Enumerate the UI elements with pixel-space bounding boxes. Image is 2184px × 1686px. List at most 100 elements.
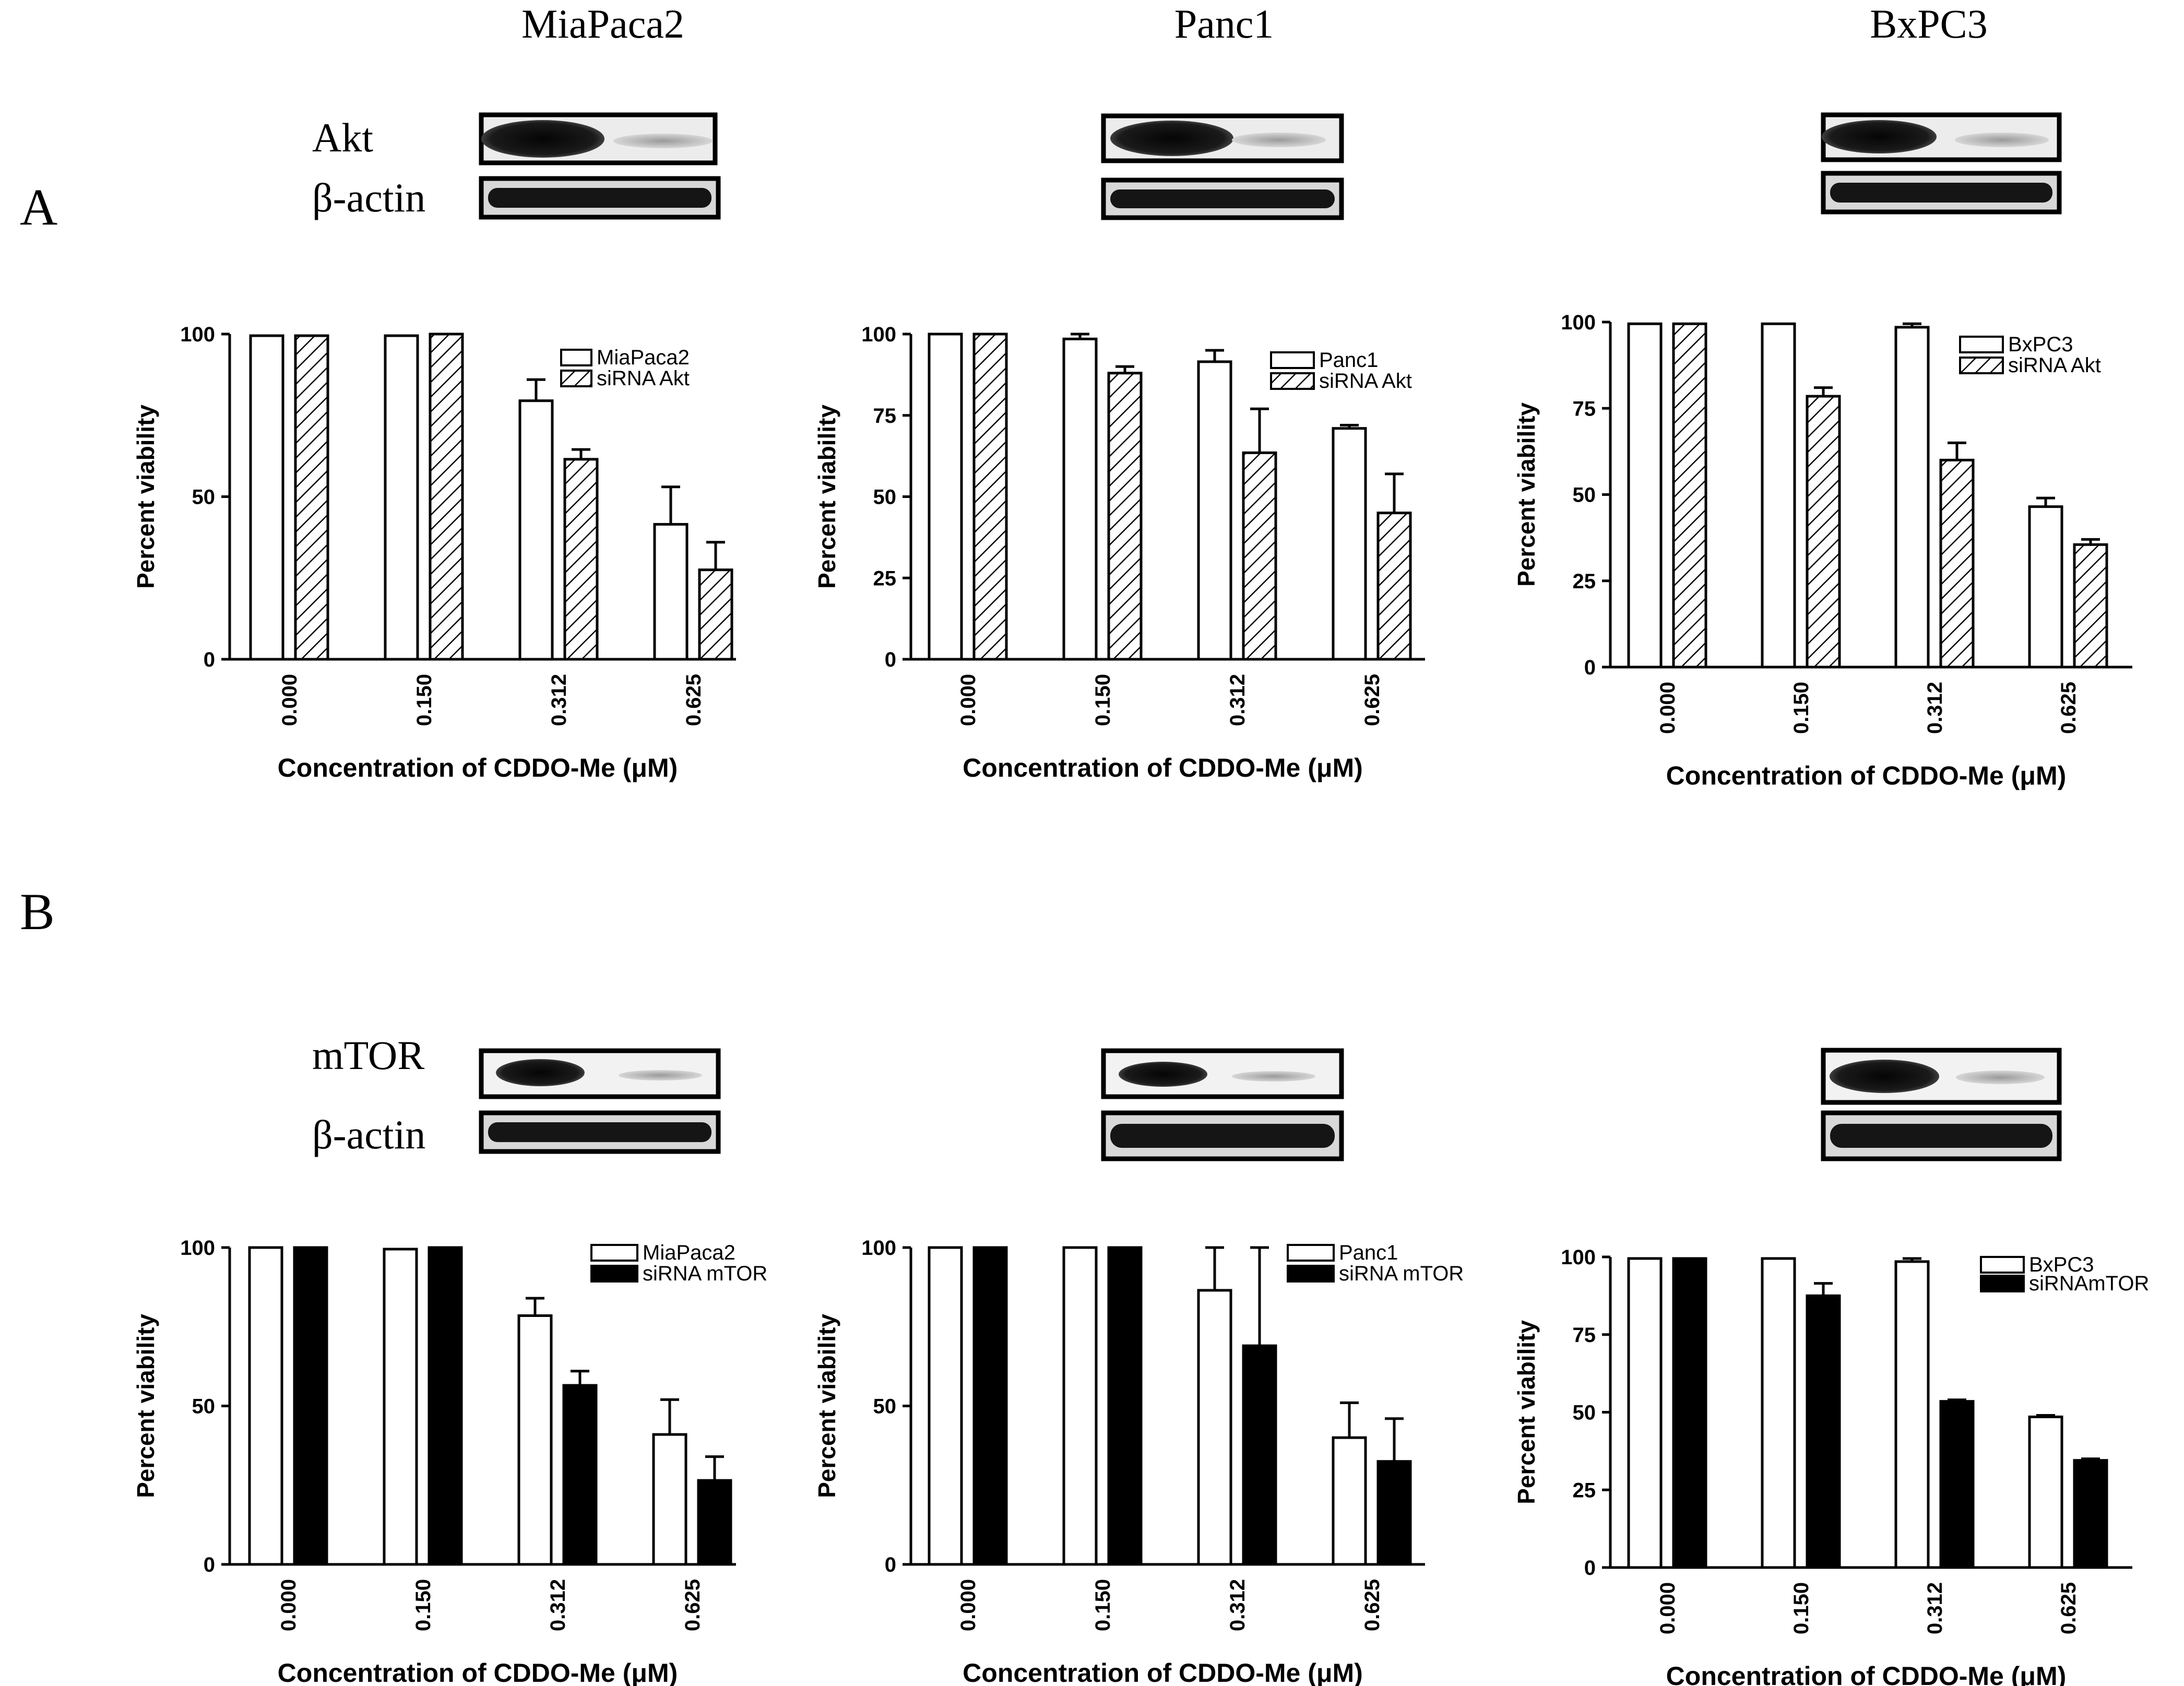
blot-actin-bxpc3-a bbox=[1821, 171, 2062, 215]
blot-actin-miapaca2-a bbox=[479, 176, 721, 220]
cell-line-title-miapaca2: MiaPaca2 bbox=[521, 1, 684, 46]
y-tick-label: 75 bbox=[1573, 1324, 1596, 1347]
y-tick-label: 100 bbox=[861, 323, 896, 346]
y-tick-label: 50 bbox=[192, 486, 216, 509]
bar-control bbox=[928, 1246, 963, 1566]
bar-sirna bbox=[562, 1384, 598, 1566]
x-tick-label: 0.312 bbox=[1226, 674, 1249, 726]
y-tick-label: 25 bbox=[1573, 1479, 1596, 1502]
y-tick-label: 75 bbox=[873, 405, 897, 428]
x-tick-label: 0.312 bbox=[1924, 1582, 1946, 1634]
x-tick-label: 0.312 bbox=[1924, 682, 1946, 734]
bar-sirna bbox=[1242, 1344, 1277, 1566]
legend-swatch bbox=[1270, 351, 1315, 369]
blot-label-akt: Akt bbox=[312, 115, 373, 160]
bar-control bbox=[1894, 326, 1930, 669]
y-axis-title: Percent viability bbox=[132, 405, 159, 589]
y-tick-label: 0 bbox=[1584, 656, 1596, 679]
legend-swatch bbox=[1270, 372, 1315, 390]
y-tick-label: 50 bbox=[873, 1395, 897, 1418]
y-axis-title: Percent viability bbox=[1513, 402, 1540, 587]
bar-sirna bbox=[1939, 458, 1975, 669]
chart-2: 0 25 50 75 100 0.000 0.150 0.312 0.625 Concentrat… bbox=[813, 323, 1425, 782]
bar-control bbox=[517, 1314, 553, 1566]
legend-label: siRNA mTOR bbox=[1339, 1262, 1464, 1285]
legend-swatch bbox=[560, 370, 592, 387]
blot-actin-bxpc3-b bbox=[1821, 1110, 2062, 1161]
blot-akt-panc1 bbox=[1101, 113, 1344, 163]
legend-swatch bbox=[1980, 1275, 2025, 1292]
x-tick-label: 0.625 bbox=[681, 1579, 704, 1631]
bar-control bbox=[1761, 1257, 1796, 1569]
x-tick-label: 0.150 bbox=[1091, 1579, 1114, 1631]
bar-control bbox=[1332, 427, 1367, 661]
x-tick-label: 0.000 bbox=[278, 674, 301, 726]
x-tick-label: 0.150 bbox=[1790, 1582, 1813, 1634]
y-axis-title: Percent viability bbox=[132, 1314, 159, 1498]
bar-control bbox=[249, 334, 284, 661]
x-tick-label: 0.312 bbox=[547, 1579, 569, 1631]
bar-control bbox=[2028, 1415, 2063, 1569]
blot-actin-miapaca2-b bbox=[479, 1110, 721, 1154]
legend-label: BxPC3 bbox=[2008, 333, 2073, 356]
legend-label: BxPC3 bbox=[2029, 1253, 2094, 1276]
legend-swatch bbox=[1959, 336, 2004, 353]
blot-label-mtor: mTOR bbox=[312, 1032, 424, 1078]
x-axis-title: Concentration of CDDO-Me (μM) bbox=[278, 753, 678, 782]
y-tick-label: 0 bbox=[204, 1553, 215, 1576]
bar-control bbox=[1062, 337, 1098, 661]
y-tick-label: 100 bbox=[180, 1237, 215, 1260]
y-axis-title: Percent viability bbox=[813, 405, 840, 589]
bar-sirna bbox=[429, 333, 464, 661]
legend-label: MiaPaca2 bbox=[643, 1241, 735, 1264]
x-tick-label: 0.000 bbox=[277, 1579, 300, 1631]
x-tick-label: 0.625 bbox=[2057, 1582, 2080, 1634]
panel-label-b: B bbox=[20, 883, 55, 941]
blot-actin-panc1-b bbox=[1101, 1110, 1344, 1161]
legend-label: siRNA Akt bbox=[2008, 354, 2101, 377]
blot-akt-bxpc3 bbox=[1821, 112, 2062, 162]
bar-sirna bbox=[698, 568, 733, 661]
bar-sirna bbox=[1806, 395, 1841, 669]
y-axis-title: Percent viability bbox=[813, 1314, 840, 1498]
bar-sirna bbox=[972, 333, 1008, 661]
bar-sirna bbox=[2073, 543, 2108, 669]
bar-sirna bbox=[1672, 1257, 1707, 1569]
x-tick-label: 0.312 bbox=[1226, 1579, 1249, 1631]
cell-line-title-panc1: Panc1 bbox=[1174, 1, 1274, 46]
x-tick-label: 0.000 bbox=[957, 674, 980, 726]
x-tick-label: 0.625 bbox=[682, 674, 705, 726]
legend-label: siRNA Akt bbox=[1319, 370, 1412, 393]
charts: 0 50 100 0.000 0.150 0.312 0.625 Concentration … bbox=[132, 311, 2149, 1686]
legend-label: siRNA mTOR bbox=[643, 1262, 767, 1285]
bar-control bbox=[1627, 1257, 1663, 1569]
x-tick-label: 0.625 bbox=[1361, 1579, 1384, 1631]
bar-control bbox=[1197, 1289, 1232, 1566]
bar-control bbox=[1062, 1246, 1098, 1566]
chart-5: 0 50 100 0.000 0.150 0.312 0.625 Concentration … bbox=[813, 1237, 1464, 1686]
legend-swatch bbox=[590, 1244, 638, 1262]
bar-sirna bbox=[1672, 322, 1707, 669]
x-tick-label: 0.000 bbox=[1656, 1582, 1679, 1634]
x-axis-title: Concentration of CDDO-Me (μM) bbox=[1666, 1661, 2067, 1686]
y-tick-label: 50 bbox=[873, 486, 897, 509]
bar-control bbox=[1894, 1260, 1930, 1569]
y-tick-label: 0 bbox=[885, 1553, 896, 1576]
bar-sirna bbox=[1107, 372, 1143, 661]
bar-sirna bbox=[1806, 1294, 1841, 1569]
bar-sirna bbox=[563, 458, 599, 661]
blot-actin-panc1-a bbox=[1101, 177, 1344, 220]
bar-control bbox=[653, 523, 689, 661]
legend-label: Panc1 bbox=[1319, 349, 1378, 372]
blot-mtor-bxpc3 bbox=[1821, 1048, 2062, 1105]
bar-control bbox=[652, 1433, 687, 1566]
y-tick-label: 100 bbox=[861, 1237, 896, 1260]
legend-label: MiaPaca2 bbox=[597, 346, 690, 369]
bar-control bbox=[1761, 322, 1796, 669]
bar-sirna bbox=[2073, 1459, 2108, 1569]
y-tick-label: 50 bbox=[192, 1395, 216, 1418]
bar-control bbox=[2028, 505, 2063, 669]
y-axis-title: Percent viability bbox=[1513, 1320, 1540, 1504]
bar-sirna bbox=[294, 334, 329, 661]
